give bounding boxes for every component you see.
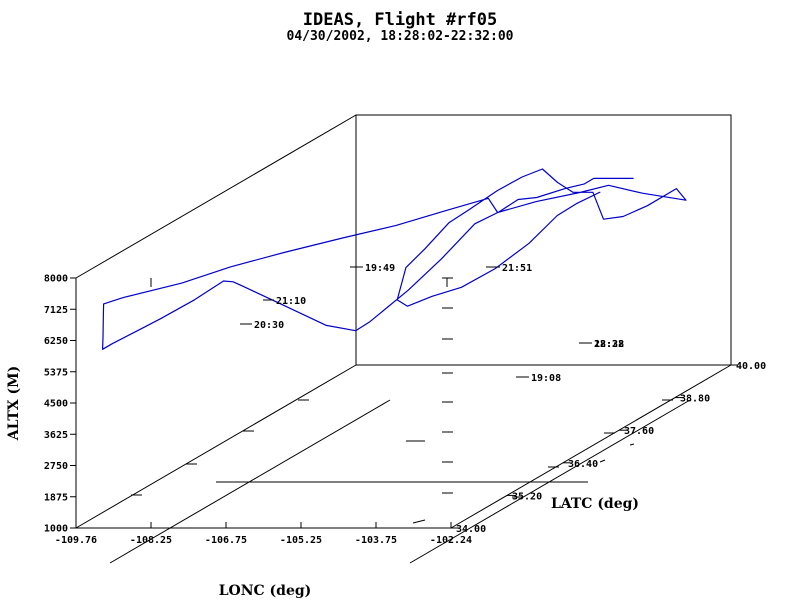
x-axis-ticks: -109.76 -108.25 -106.75 -105.25 -103.75 -102.…: [55, 522, 472, 546]
x-tick-label: -105.25: [280, 535, 322, 546]
z-tick-label: 1875: [44, 492, 68, 503]
time-label: 18:28: [594, 339, 624, 350]
y-axis-ticks: 34.00 35.20 36.40 37.60 38.80 40.00: [451, 361, 766, 535]
frame-floor-right-edge: [450, 364, 732, 529]
chart-title: IDEAS, Flight #rf05: [303, 10, 497, 30]
time-label: 20:30: [254, 320, 284, 331]
z-tick-label: 8000: [44, 274, 68, 285]
time-label: 19:49: [365, 263, 395, 274]
x-tick-label: -106.75: [205, 535, 247, 546]
x-axis-label: LONC (deg): [219, 583, 312, 599]
time-label: 22:32: [594, 339, 624, 350]
x-tick-label: -109.76: [55, 535, 97, 546]
frame-back-wall: [355, 114, 732, 366]
y-axis-label: LATC (deg): [551, 496, 639, 512]
flight-track-layer: [102, 168, 687, 350]
z-tick-label: 4500: [44, 399, 68, 410]
plot-frame: [75, 114, 732, 529]
chart-subtitle: 04/30/2002, 18:28:02-22:32:00: [287, 29, 514, 44]
z-axis-ticks: 8000 7125 6250 5375 4500 3625 2750 1875 1000: [44, 274, 76, 535]
time-label: 21:10: [276, 296, 306, 307]
frame-top-left-edge: [75, 114, 357, 279]
z-tick-label: 3625: [44, 430, 68, 441]
z-tick-label: 6250: [44, 336, 68, 347]
x-tick-label: -108.25: [130, 535, 172, 546]
z-tick-label: 1000: [44, 524, 68, 535]
y-tick-label: 34.00: [456, 524, 486, 535]
y-tick-label: 35.20: [512, 491, 542, 502]
z-tick-label: 5375: [44, 367, 68, 378]
time-label: 21:51: [502, 263, 532, 274]
time-label: 19:08: [531, 373, 561, 384]
floor-guides: [109, 277, 691, 564]
floor-guide-line: [412, 519, 426, 524]
y-tick-label: 40.00: [736, 361, 766, 372]
floor-guide-line: [629, 443, 635, 446]
x-tick-label: -103.75: [355, 535, 397, 546]
floor-guide-line: [599, 459, 606, 463]
frame-floor-left-edge: [75, 364, 357, 529]
x-tick-label: -102.24: [430, 535, 472, 546]
y-tick-label: 38.80: [680, 394, 710, 405]
z-tick-label: 2750: [44, 461, 68, 472]
z-tick-label: 7125: [44, 305, 68, 316]
z-axis-label: ALTX (M): [6, 366, 22, 441]
flight-track-line: [102, 168, 687, 350]
y-tick-label: 36.40: [568, 459, 598, 470]
y-tick-label: 37.60: [624, 426, 654, 437]
